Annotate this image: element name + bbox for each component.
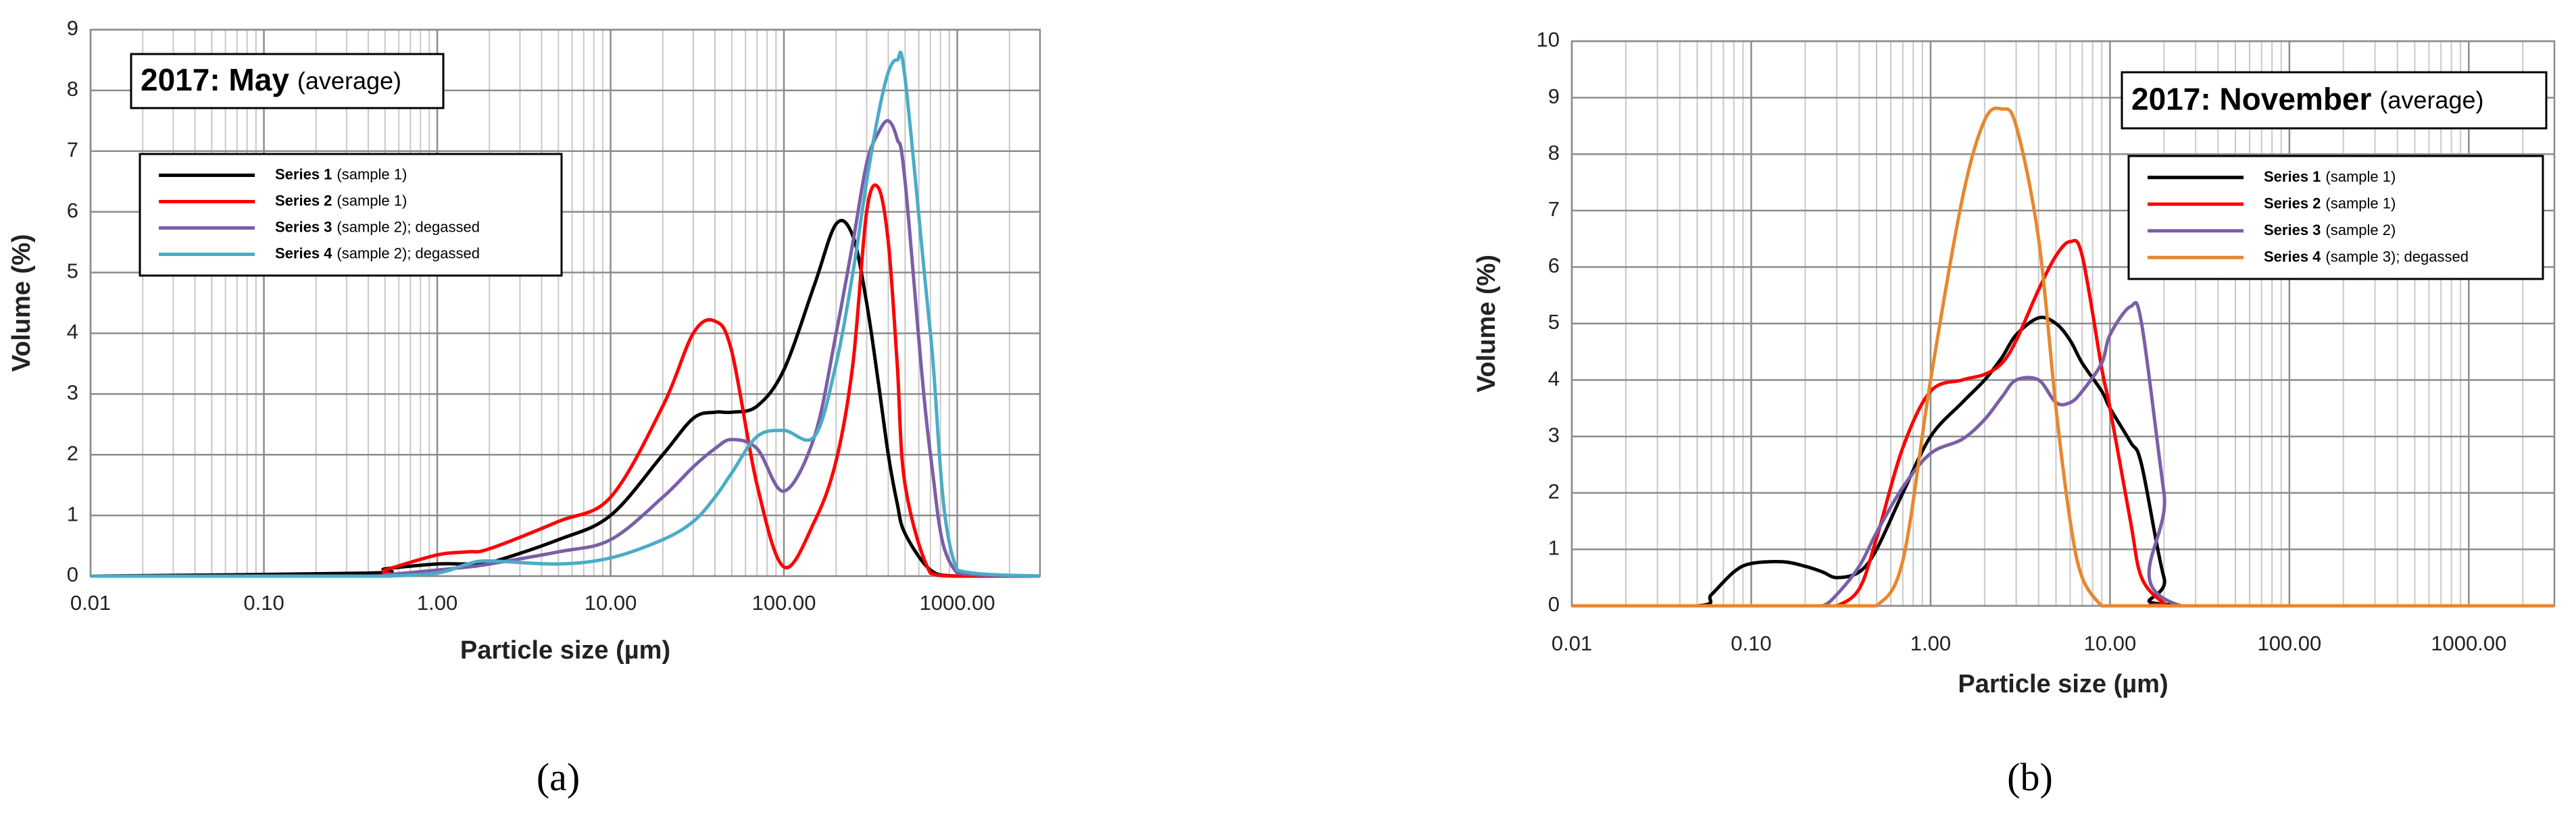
y-tick-label: 5	[1548, 310, 1560, 334]
series-line	[91, 183, 1040, 578]
y-tick-label: 9	[1548, 84, 1560, 108]
legend-name: Series 3	[2264, 222, 2321, 238]
y-tick-label: 7	[67, 138, 78, 161]
y-tick-label: 1	[67, 502, 78, 525]
series-line	[91, 119, 1041, 578]
y-tick-label: 1	[1548, 536, 1560, 560]
legend-name: Series 1	[275, 165, 332, 182]
x-tick-label: 10.00	[585, 591, 637, 615]
x-tick-label: 1000.00	[2431, 632, 2506, 655]
panel-label: (a)	[537, 755, 580, 799]
x-tick-label: 0.10	[1731, 632, 1771, 655]
series-line	[1572, 301, 2554, 608]
series-line	[91, 50, 1041, 578]
chart-panel: 0.01 0.10 1.00 10.00 100.00 1000.00 0 1 2 3 4 5 6 7 8 9…	[1472, 28, 2556, 799]
y-tick-label: 4	[1548, 367, 1560, 390]
legend-name: Series 1	[2264, 168, 2321, 185]
x-axis-title: Particle size (µm)	[1958, 670, 2168, 698]
legend-entry: Series 2 (sample 1)	[2264, 195, 2396, 211]
chart-title: 2017: May (average)	[141, 62, 401, 97]
title-sub: (average)	[297, 67, 401, 95]
y-tick-label: 4	[67, 320, 78, 344]
x-tick-label: 1.00	[417, 591, 457, 615]
x-axis-title: Particle size (µm)	[460, 636, 670, 665]
y-tick-label: 6	[67, 199, 78, 222]
y-tick-label: 9	[67, 16, 78, 40]
legend-name: Series 4	[2264, 248, 2321, 265]
y-tick-label: 0	[67, 563, 78, 586]
x-tick-label: 10.00	[2084, 632, 2137, 655]
x-tick-label: 100.00	[2257, 632, 2321, 655]
legend-entry: Series 2 (sample 1)	[275, 192, 407, 209]
legend-entry: Series 1 (sample 1)	[275, 165, 407, 182]
legend-name: Series 3	[275, 218, 332, 235]
legend-note: (sample 1)	[2325, 195, 2396, 211]
title-sub: (average)	[2379, 86, 2483, 113]
y-tick-label: 0	[1548, 592, 1560, 616]
x-tick-label: 0.01	[70, 591, 111, 615]
panel-label: (b)	[2007, 755, 2053, 799]
x-tick-label: 1.00	[1910, 632, 1951, 655]
legend-name: Series 4	[275, 244, 332, 261]
y-tick-label: 5	[67, 259, 78, 283]
series-line	[90, 219, 1040, 578]
chart-title: 2017: November (average)	[2131, 82, 2483, 117]
y-tick-label: 10	[1537, 28, 1560, 51]
y-tick-label: 2	[1548, 480, 1560, 503]
x-tick-label: 1000.00	[920, 591, 995, 615]
title-box	[2121, 71, 2548, 130]
x-tick-label: 100.00	[752, 591, 816, 615]
y-tick-label: 7	[1548, 197, 1560, 221]
y-tick-label: 8	[1548, 140, 1560, 164]
y-axis-title: Volume (%)	[1472, 255, 1501, 392]
series-line	[1572, 106, 2554, 608]
y-tick-label: 6	[1548, 254, 1560, 278]
legend-entry: Series 3 (sample 2); degassed	[275, 218, 480, 235]
legend-entry: Series 4 (sample 3); degassed	[2264, 248, 2469, 265]
x-tick-label: 0.10	[243, 591, 284, 615]
y-tick-label: 2	[67, 441, 78, 465]
plot-frame	[1570, 40, 2556, 607]
chart-panel: 0.01 0.10 1.00 10.00 100.00 1000.00 0 1 2 3 4 5 6 7 8 9…	[7, 16, 1041, 799]
series-line	[1572, 238, 2554, 608]
legend-name: Series 2	[275, 192, 332, 209]
legend-entry: Series 4 (sample 2); degassed	[275, 244, 480, 261]
legend-note: (sample 1)	[2325, 168, 2396, 185]
legend-note: (sample 2); degassed	[337, 244, 480, 261]
y-tick-label: 3	[1548, 423, 1560, 446]
legend-note: (sample 1)	[337, 165, 407, 182]
legend-note: (sample 3); degassed	[2325, 248, 2469, 265]
legend-entry: Series 3 (sample 2)	[2264, 222, 2396, 238]
legend-note: (sample 1)	[337, 192, 407, 209]
plot-frame	[89, 28, 1041, 577]
title-box	[130, 53, 445, 109]
legend-entry: Series 1 (sample 1)	[2264, 168, 2396, 185]
legend-note: (sample 2); degassed	[337, 218, 480, 235]
y-axis-title: Volume (%)	[7, 234, 36, 371]
title-main: 2017: November	[2131, 82, 2371, 117]
x-tick-label: 0.01	[1552, 632, 1592, 655]
title-main: 2017: May	[141, 62, 289, 97]
y-tick-label: 8	[67, 77, 78, 101]
legend-note: (sample 2)	[2325, 222, 2396, 238]
y-tick-label: 3	[67, 381, 78, 405]
legend-name: Series 2	[2264, 195, 2321, 211]
